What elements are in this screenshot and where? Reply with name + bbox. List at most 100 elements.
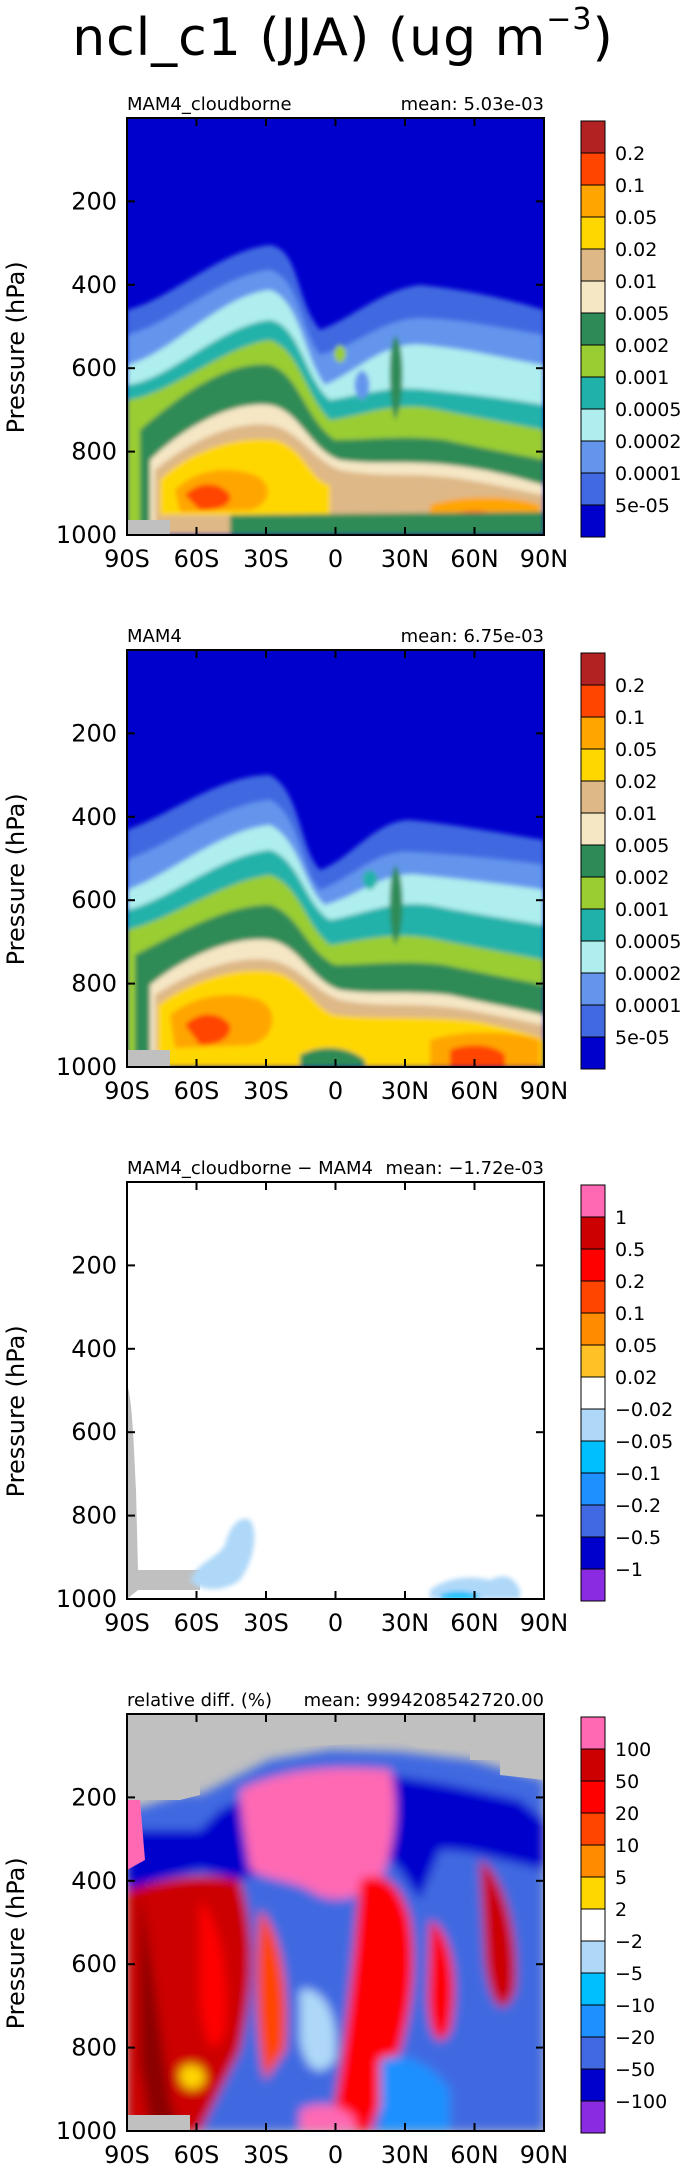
y-tick-label: 1000	[56, 521, 117, 549]
x-tick-label: 60N	[450, 2141, 499, 2169]
colorbar-label: 100	[615, 1739, 651, 1761]
x-tick-label: 0	[328, 1609, 343, 1637]
panel-3-axes: MAM4_cloudborne − MAM4 mean: −1.72e-03 90S…	[2, 1158, 673, 1637]
colorbar-swatch	[580, 1972, 606, 2006]
panel-1-mean: mean: 5.03e-03	[401, 94, 544, 115]
colorbar-label: 2	[615, 1899, 627, 1921]
x-tick-label: 90S	[104, 1077, 150, 1105]
colorbar-swatch	[580, 716, 606, 750]
panel-4-mean: mean: 9994208542720.00	[304, 1690, 544, 1711]
colorbar-label: −10	[615, 1995, 655, 2017]
colorbar-label: 50	[615, 1771, 639, 1793]
colorbar-swatch	[580, 120, 606, 154]
panel-4-label: relative diff. (%)	[127, 1690, 272, 1711]
colorbar-swatch	[580, 1504, 606, 1538]
colorbar-label: 0.2	[615, 1271, 645, 1293]
colorbar-swatch	[580, 1216, 606, 1250]
x-tick-label: 30N	[381, 545, 430, 573]
y-tick-label: 1000	[56, 1585, 117, 1613]
x-tick-label: 90N	[520, 545, 569, 573]
y-tick-label: 600	[71, 354, 117, 382]
colorbar-swatch	[580, 1748, 606, 1782]
colorbar-label: 5	[615, 1867, 627, 1889]
panel-4-colorbar: 100 50 20 10 5 2 −2 −5 −10 −20 −50 −100	[580, 1716, 667, 2134]
y-tick-label: 800	[71, 1502, 117, 1530]
colorbar-swatch	[580, 1036, 606, 1070]
colorbar-swatch	[580, 1440, 606, 1474]
panel-3-field	[127, 1182, 544, 1599]
y-axis-label: Pressure (hPa)	[2, 1857, 30, 2029]
colorbar-swatch	[580, 1812, 606, 1846]
colorbar-label: −0.1	[615, 1463, 661, 1485]
x-tick-label: 60N	[450, 1077, 499, 1105]
y-tick-label: 1000	[56, 2117, 117, 2145]
colorbar-label: 0.005	[615, 835, 669, 857]
x-tick-label: 60S	[174, 2141, 220, 2169]
colorbar-swatch	[580, 1248, 606, 1282]
x-tick-label: 30S	[243, 1609, 289, 1637]
colorbar-swatch	[580, 152, 606, 186]
colorbar-label: 1	[615, 1207, 627, 1229]
colorbar-swatch	[580, 812, 606, 846]
y-tick-label: 600	[71, 1418, 117, 1446]
colorbar-swatch	[580, 1568, 606, 1602]
colorbar-label: −100	[615, 2091, 667, 2113]
figure-title: ncl_c1 (JJA) (ug m−3)	[72, 2, 614, 68]
colorbar-label: 0.05	[615, 1335, 657, 1357]
colorbar-swatch	[580, 216, 606, 250]
colorbar-label: −2	[615, 1931, 643, 1953]
x-tick-label: 90S	[104, 2141, 150, 2169]
figure-title-exponent: −3	[546, 2, 593, 37]
colorbar-swatch	[580, 1184, 606, 1218]
colorbar-swatch	[580, 748, 606, 782]
panel-1-field	[127, 118, 544, 535]
colorbar-swatch	[580, 184, 606, 218]
colorbar-label: 0.005	[615, 303, 669, 325]
y-tick-label: 600	[71, 1950, 117, 1978]
colorbar-label: 0.0005	[615, 931, 681, 953]
y-tick-label: 200	[71, 1783, 117, 1811]
x-tick-label: 30S	[243, 545, 289, 573]
colorbar-swatch	[580, 2036, 606, 2070]
colorbar-label: 0.2	[615, 143, 645, 165]
colorbar-label: 0.001	[615, 367, 669, 389]
colorbar-label: 0.05	[615, 207, 657, 229]
x-tick-label: 90S	[104, 545, 150, 573]
colorbar-swatch	[580, 940, 606, 974]
colorbar-swatch	[580, 844, 606, 878]
colorbar-swatch	[580, 1408, 606, 1442]
panel-1-label: MAM4_cloudborne	[127, 94, 292, 115]
colorbar-swatch	[580, 472, 606, 506]
colorbar-swatch	[580, 1780, 606, 1814]
colorbar-swatch	[580, 504, 606, 538]
y-tick-label: 800	[71, 438, 117, 466]
y-tick-label: 800	[71, 2034, 117, 2062]
colorbar-swatch	[580, 684, 606, 718]
colorbar-swatch	[580, 972, 606, 1006]
x-tick-label: 0	[328, 1077, 343, 1105]
y-tick-label: 800	[71, 970, 117, 998]
x-tick-label: 60N	[450, 545, 499, 573]
y-tick-label: 400	[71, 1335, 117, 1363]
x-tick-label: 60N	[450, 1609, 499, 1637]
x-tick-label: 0	[328, 2141, 343, 2169]
colorbar-label: −1	[615, 1559, 643, 1581]
x-tick-label: 60S	[174, 1077, 220, 1105]
colorbar-swatch	[580, 1716, 606, 1750]
figure-title-close: )	[592, 8, 614, 68]
colorbar-swatch	[580, 876, 606, 910]
y-axis-label: Pressure (hPa)	[2, 793, 30, 965]
colorbar-label: 0.2	[615, 675, 645, 697]
colorbar-label: 0.05	[615, 739, 657, 761]
colorbar-swatch	[580, 780, 606, 814]
panel-3-mean: mean: −1.72e-03	[386, 1158, 544, 1179]
y-tick-label: 200	[71, 719, 117, 747]
colorbar-label: −0.2	[615, 1495, 661, 1517]
colorbar-label: 0.002	[615, 335, 669, 357]
x-tick-label: 60S	[174, 1609, 220, 1637]
colorbar-swatch	[580, 652, 606, 686]
colorbar-label: −0.5	[615, 1527, 661, 1549]
panel-2-axes: MAM4 mean: 6.75e-03 90S 60S 30S 0 30N 60N 90N 200…	[2, 626, 681, 1105]
colorbar-label: 0.0005	[615, 399, 681, 421]
y-axis-label: Pressure (hPa)	[2, 261, 30, 433]
